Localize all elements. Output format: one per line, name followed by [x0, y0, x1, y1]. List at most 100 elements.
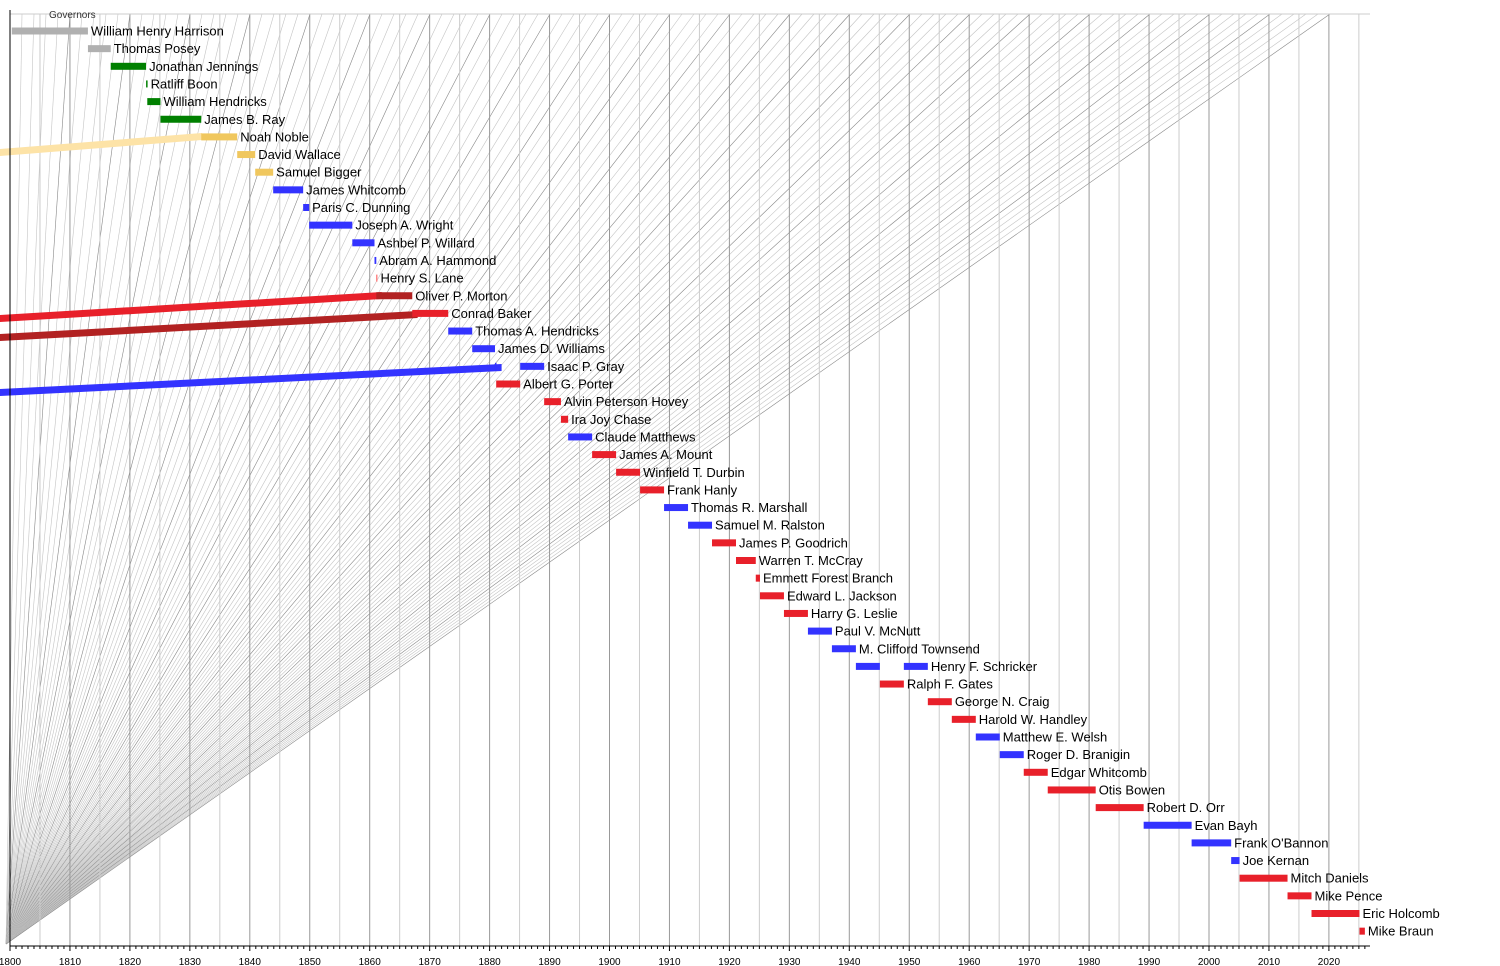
fan-line [5, 13, 1199, 945]
governor-name-label: M. Clifford Townsend [859, 641, 980, 656]
fan-line [5, 13, 923, 945]
governor-name-label: Robert D. Orr [1147, 800, 1226, 815]
fan-line [5, 13, 503, 945]
fan-line [5, 13, 95, 945]
fan-line [5, 13, 563, 945]
governor-name-label: Samuel M. Ralston [715, 518, 825, 533]
fan-line [5, 13, 431, 945]
governor-name-label: Ratliff Boon [151, 76, 218, 91]
x-tick-label: 1890 [538, 957, 561, 966]
fan-line [5, 13, 647, 945]
governor-term-bar [309, 221, 353, 229]
governor-name-label: Oliver P. Morton [415, 288, 507, 303]
noah-noble-artifact-band [0, 133, 202, 156]
governor-term-bar [374, 256, 377, 264]
governor-name-label: Paris C. Dunning [312, 200, 410, 215]
fan-line [5, 13, 1115, 945]
governor-term-bar [147, 98, 161, 106]
fan-line [5, 13, 1331, 945]
governor-name-label: Alvin Peterson Hovey [564, 394, 689, 409]
governor-term-bar [664, 504, 689, 512]
fan-line [5, 13, 1079, 945]
fan-line [5, 13, 347, 945]
fan-line [5, 13, 1271, 945]
governor-term-bar [412, 309, 449, 317]
governor-term-bar [520, 362, 545, 370]
fan-line [5, 13, 131, 945]
governor-term-bar [273, 186, 304, 194]
fan-line [5, 13, 83, 945]
chart-title: Governors [49, 10, 96, 21]
fan-line [5, 13, 851, 945]
fan-line [5, 13, 491, 945]
governor-name-label: Jonathan Jennings [149, 59, 259, 74]
fan-line [5, 13, 167, 945]
fan-line [5, 13, 191, 945]
fan-line [5, 13, 1043, 945]
governor-name-label: Henry F. Schricker [931, 659, 1038, 674]
fan-line [5, 13, 179, 945]
governor-term-bar [160, 115, 202, 123]
fan-line [5, 13, 419, 945]
fan-line [5, 13, 971, 945]
fan-line [5, 13, 155, 945]
x-tick-label: 1800 [0, 957, 22, 966]
governor-name-label: Henry S. Lane [380, 271, 463, 286]
fan-line [5, 13, 275, 945]
fan-line [5, 13, 395, 945]
fan-line [5, 13, 995, 945]
fan-line [5, 13, 1223, 945]
governor-term-bar [855, 662, 880, 670]
background-layer: 1800 1810 1820 1830 1840 1850 1860 1870 1880 1890… [0, 10, 1370, 966]
governor-term-bar [568, 433, 593, 441]
fan-line [5, 13, 1091, 945]
governor-term-bar [999, 751, 1024, 759]
fan-line [5, 13, 23, 945]
fan-line [5, 13, 1151, 945]
fan-line [5, 13, 1187, 945]
fan-line [5, 13, 359, 945]
x-tick-label: 1900 [598, 957, 621, 966]
governor-term-bar [1287, 892, 1312, 900]
governor-term-bar [376, 292, 413, 300]
fan-line [5, 13, 239, 945]
fan-line [5, 13, 863, 945]
fan-line [5, 13, 47, 945]
x-tick-label: 1910 [658, 957, 681, 966]
fan-line [5, 13, 707, 945]
governor-name-label: Joe Kernan [1243, 853, 1310, 868]
governor-name-label: Ashbel P. Willard [377, 235, 474, 250]
governor-term-bar [927, 698, 952, 706]
fan-line [5, 13, 1127, 945]
x-tick-label: 1920 [718, 957, 741, 966]
governor-term-bar [1047, 786, 1096, 794]
governor-term-bar [496, 380, 521, 388]
blue-artifact-band [0, 364, 502, 396]
governor-name-label: James P. Goodrich [739, 535, 848, 550]
fan-line [5, 13, 1283, 945]
x-tick-label: 1970 [1018, 957, 1041, 966]
fan-line [5, 13, 1067, 945]
fan-line [5, 13, 407, 945]
fan-line [5, 13, 1319, 945]
governor-name-label: Matthew E. Welsh [1003, 730, 1108, 745]
bars-layer: William Henry Harrison Thomas Posey Jonath… [11, 24, 1440, 939]
governor-name-label: Ira Joy Chase [571, 412, 651, 427]
fan-line [5, 13, 611, 945]
fan-line [5, 13, 1031, 945]
fan-line [5, 13, 1055, 945]
x-tick-label: 1820 [119, 957, 142, 966]
fan-line [5, 13, 539, 945]
governor-term-bar [237, 151, 256, 159]
governor-name-label: Mike Braun [1368, 924, 1434, 939]
governor-term-bar [448, 327, 473, 335]
x-tick-label: 1810 [59, 957, 82, 966]
x-tick-label: 1870 [419, 957, 442, 966]
fan-line [5, 13, 35, 945]
fan-line [5, 13, 527, 945]
fan-line [5, 13, 719, 945]
fan-line [5, 13, 1139, 945]
governor-term-bar [87, 45, 111, 53]
fan-line [5, 13, 251, 945]
fan-line [5, 13, 143, 945]
